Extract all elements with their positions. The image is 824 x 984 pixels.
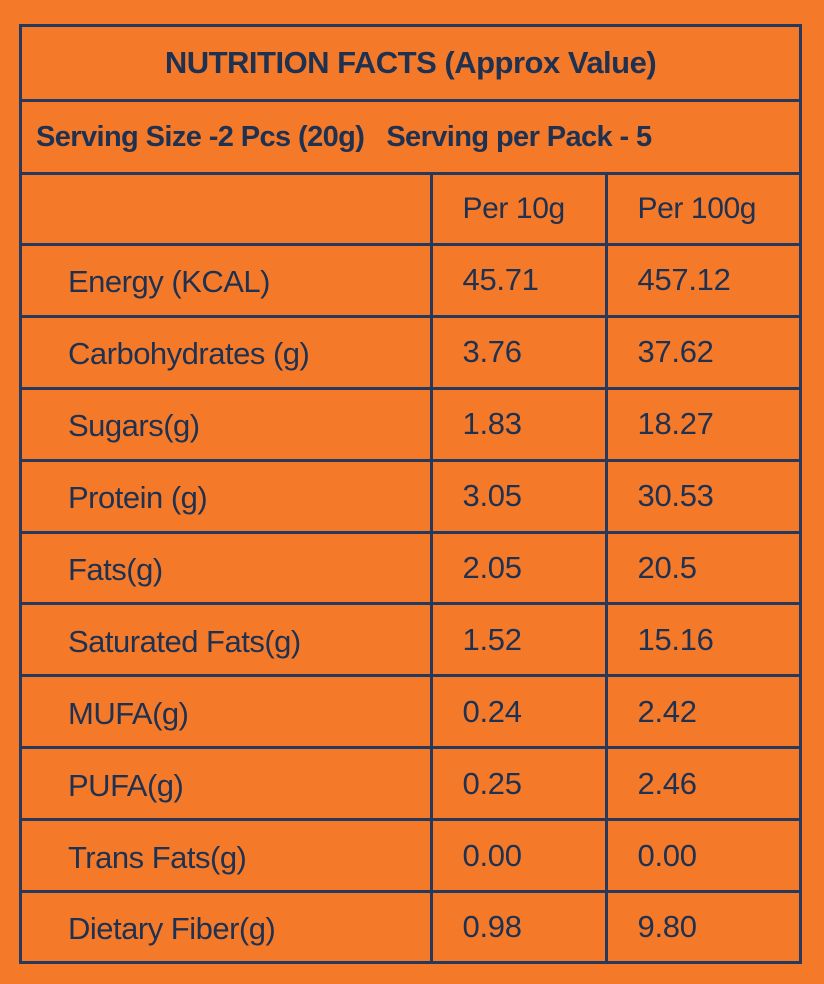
value-per-100g: 30.53	[604, 458, 799, 534]
title-row: NUTRITION FACTS (Approx Value)	[22, 27, 799, 102]
table-row: Energy (KCAL) 45.71 457.12	[22, 243, 799, 318]
value-per-10g: 3.05	[429, 458, 608, 534]
value-per-10g: 0.25	[429, 746, 608, 822]
value-per-100g: 457.12	[604, 243, 799, 318]
nutrient-label: Trans Fats(g)	[22, 818, 433, 894]
nutrient-label: MUFA(g)	[22, 674, 433, 750]
serving-row: Serving Size -2 Pcs (20g) Serving per Pac…	[22, 99, 799, 175]
value-per-100g: 9.80	[604, 890, 799, 961]
table-title: NUTRITION FACTS (Approx Value)	[22, 27, 799, 102]
nutrient-label: PUFA(g)	[22, 746, 433, 822]
value-per-10g: 0.24	[429, 674, 608, 750]
value-per-100g: 0.00	[604, 818, 799, 894]
nutrient-label: Protein (g)	[22, 458, 433, 534]
value-per-10g: 3.76	[429, 314, 608, 390]
value-per-100g: 15.16	[604, 602, 799, 678]
value-per-10g: 1.52	[429, 602, 608, 678]
nutrient-label: Dietary Fiber(g)	[22, 890, 433, 961]
value-per-10g: 0.00	[429, 818, 608, 894]
table-row: Sugars(g) 1.83 18.27	[22, 386, 799, 462]
table-row: Protein (g) 3.05 30.53	[22, 458, 799, 534]
value-per-10g: 2.05	[429, 530, 608, 606]
nutrient-label: Sugars(g)	[22, 386, 433, 462]
serving-info: Serving Size -2 Pcs (20g) Serving per Pac…	[22, 99, 799, 175]
value-per-10g: 1.83	[429, 386, 608, 462]
column-header-per-10g: Per 10g	[429, 172, 608, 246]
serving-per-pack: Serving per Pack - 5	[386, 120, 652, 153]
nutrient-label: Energy (KCAL)	[22, 243, 433, 318]
table-row: PUFA(g) 0.25 2.46	[22, 746, 799, 822]
column-header-row: Per 10g Per 100g	[22, 172, 799, 246]
nutrient-label: Fats(g)	[22, 530, 433, 606]
table-row: MUFA(g) 0.24 2.42	[22, 674, 799, 750]
table-row: Fats(g) 2.05 20.5	[22, 530, 799, 606]
value-per-100g: 20.5	[604, 530, 799, 606]
value-per-10g: 45.71	[429, 243, 608, 318]
table-row: Saturated Fats(g) 1.52 15.16	[22, 602, 799, 678]
nutrient-label: Carbohydrates (g)	[22, 314, 433, 390]
table-row: Carbohydrates (g) 3.76 37.62	[22, 314, 799, 390]
serving-size: Serving Size -2 Pcs (20g)	[36, 120, 365, 153]
nutrition-table: NUTRITION FACTS (Approx Value) Serving S…	[22, 27, 799, 961]
column-header-per-100g: Per 100g	[604, 172, 799, 246]
column-header-blank	[22, 172, 433, 246]
value-per-100g: 2.42	[604, 674, 799, 750]
value-per-100g: 18.27	[604, 386, 799, 462]
nutrition-facts-panel: NUTRITION FACTS (Approx Value) Serving S…	[19, 24, 802, 964]
nutrient-label: Saturated Fats(g)	[22, 602, 433, 678]
value-per-100g: 2.46	[604, 746, 799, 822]
value-per-100g: 37.62	[604, 314, 799, 390]
table-row: Dietary Fiber(g) 0.98 9.80	[22, 890, 799, 961]
value-per-10g: 0.98	[429, 890, 608, 961]
table-row: Trans Fats(g) 0.00 0.00	[22, 818, 799, 894]
